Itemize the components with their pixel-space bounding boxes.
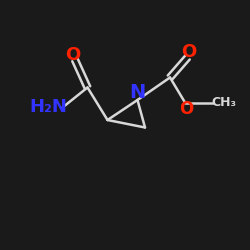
Text: O: O (179, 100, 194, 118)
Text: H₂N: H₂N (30, 98, 68, 116)
Text: O: O (181, 43, 196, 61)
Text: CH₃: CH₃ (211, 96, 236, 109)
Text: O: O (65, 46, 80, 64)
Text: N: N (130, 84, 146, 102)
